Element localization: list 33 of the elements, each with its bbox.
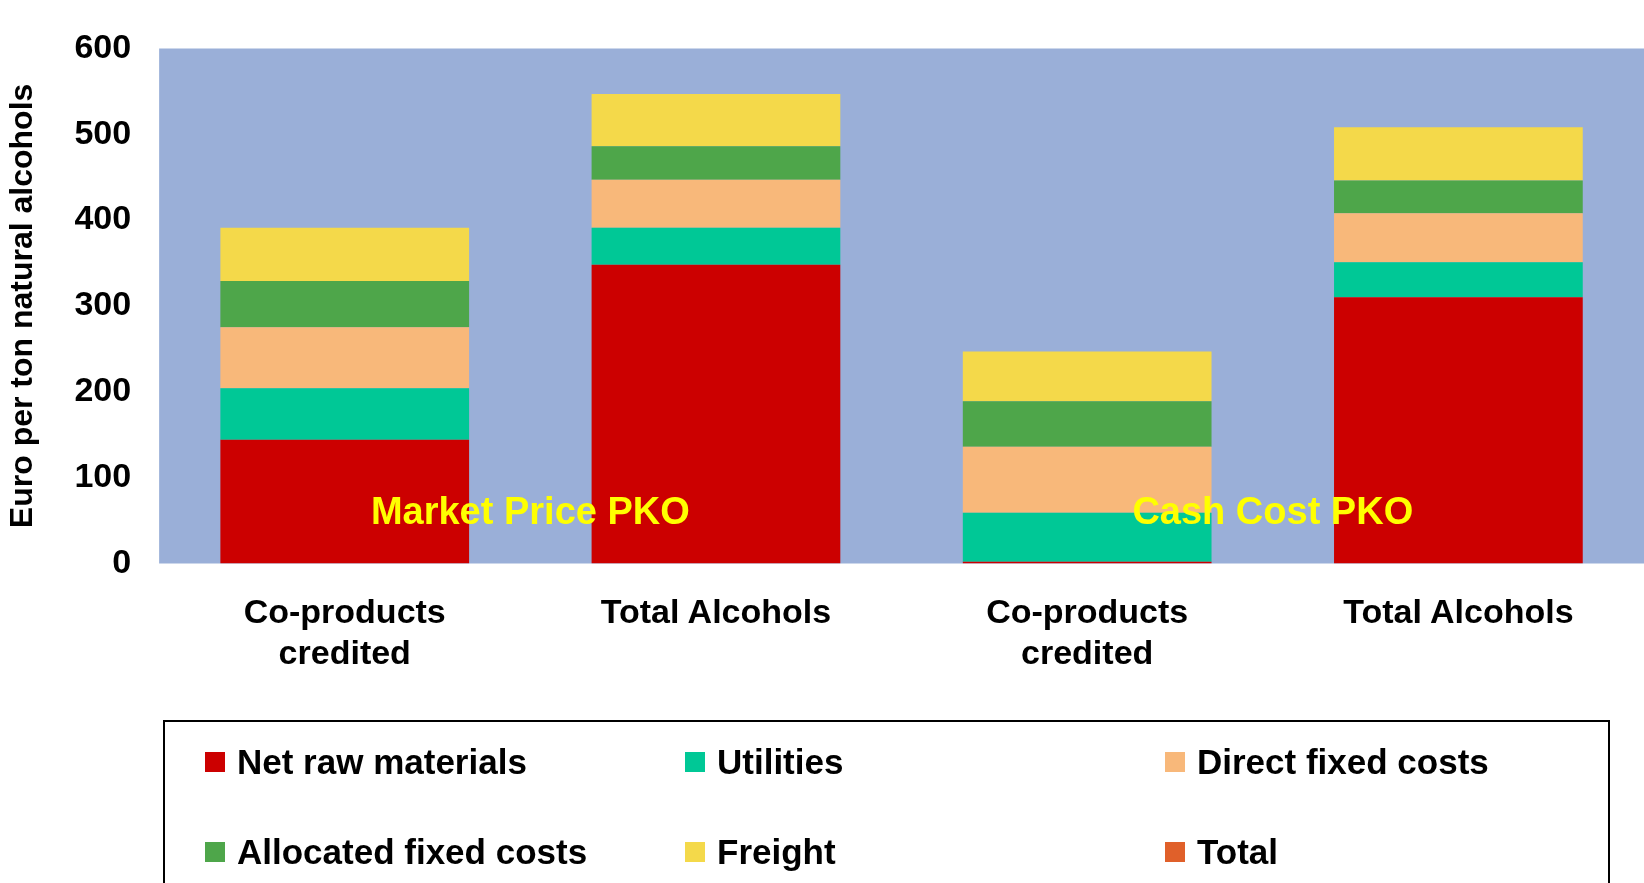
bar bbox=[220, 327, 470, 389]
bar bbox=[220, 388, 470, 440]
bar bbox=[1334, 213, 1583, 263]
bar bbox=[1334, 180, 1583, 214]
legend-label: Net raw materials bbox=[237, 742, 527, 782]
y-tick-label: 300 bbox=[74, 284, 132, 323]
bar bbox=[591, 227, 841, 265]
x-tick-label: Total Alcohols bbox=[1343, 592, 1574, 631]
legend-label: Total bbox=[1197, 832, 1279, 872]
bar bbox=[591, 179, 841, 228]
y-tick-label: 0 bbox=[112, 541, 132, 580]
legend-label: Freight bbox=[717, 832, 836, 872]
y-tick-label: 600 bbox=[74, 26, 132, 65]
x-tick-label: Co-products credited bbox=[243, 592, 446, 671]
legend-label: Allocated fixed costs bbox=[237, 832, 588, 872]
bar bbox=[962, 351, 1212, 402]
y-axis-title: Euro per ton natural alcohols bbox=[3, 83, 40, 529]
y-tick-label: 500 bbox=[74, 112, 132, 151]
bar bbox=[1334, 262, 1583, 298]
x-tick-label: Total Alcohols bbox=[600, 592, 832, 631]
legend-label: Direct fixed costs bbox=[1197, 742, 1489, 782]
x-tick-label: Co-products credited bbox=[986, 592, 1189, 671]
bar bbox=[591, 146, 841, 180]
bar bbox=[1334, 127, 1583, 181]
y-tick-label: 200 bbox=[74, 370, 132, 409]
bar bbox=[962, 401, 1212, 447]
legend-label: Utilities bbox=[717, 742, 844, 782]
bar bbox=[220, 281, 470, 328]
bar bbox=[1334, 297, 1583, 564]
y-tick-label: 100 bbox=[74, 455, 132, 494]
bar bbox=[591, 93, 841, 147]
bar bbox=[220, 227, 470, 282]
y-tick-label: 400 bbox=[74, 198, 132, 237]
